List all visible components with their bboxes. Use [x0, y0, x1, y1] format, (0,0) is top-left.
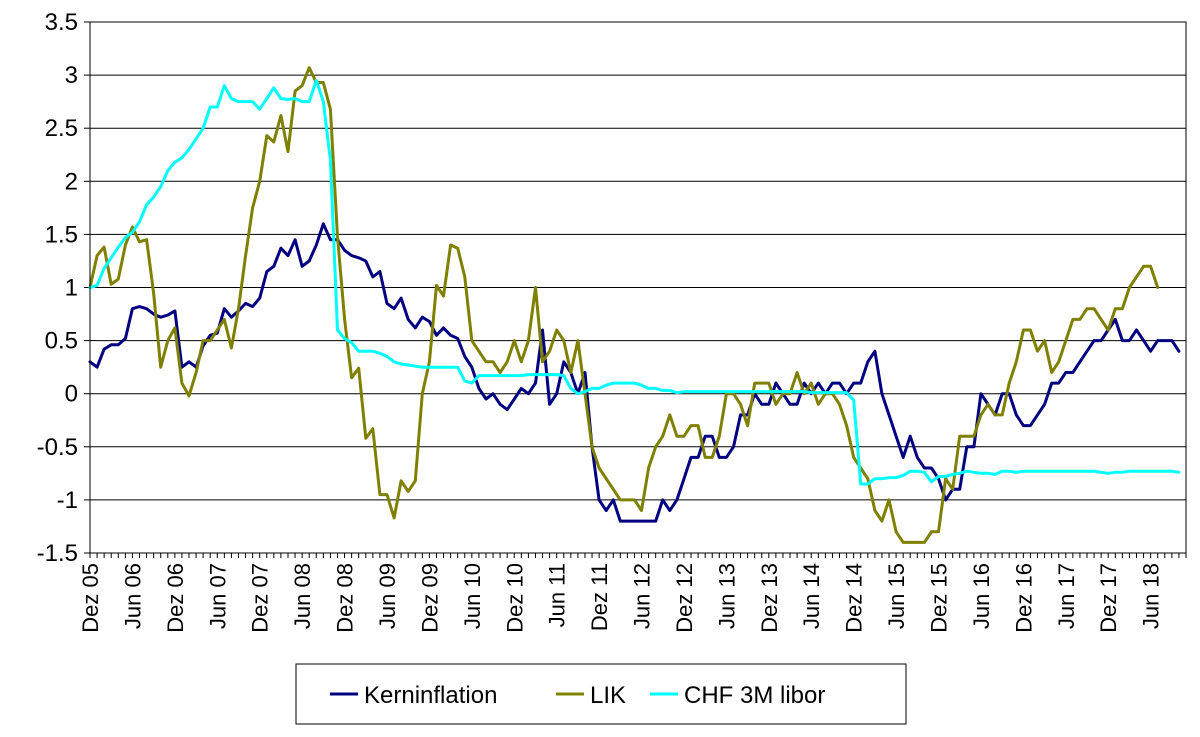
x-tick-label: Jun 16 — [969, 563, 994, 629]
x-tick-label: Dez 05 — [78, 563, 103, 633]
x-tick-label: Dez 09 — [417, 563, 442, 633]
x-tick-label: Jun 08 — [290, 563, 315, 629]
y-tick-label: 2 — [65, 168, 78, 195]
legend-box — [295, 663, 907, 725]
y-tick-label: 1.5 — [45, 221, 78, 248]
x-tick-label: Jun 14 — [799, 563, 824, 629]
y-axis: 3.5 3 2.5 2 1.5 1 0.5 0 -0.5 -1 -1.5 — [37, 9, 90, 567]
y-tick-label: 0.5 — [45, 328, 78, 355]
x-tick-label: Jun 15 — [884, 563, 909, 629]
x-tick-label: Dez 11 — [587, 563, 612, 631]
legend: Kerninflation LIK CHF 3M libor — [295, 663, 907, 725]
series-line-chf-3m-libor — [88, 78, 1181, 486]
x-tick-label: Dez 10 — [502, 563, 527, 633]
legend-label: LIK — [590, 682, 626, 709]
y-tick-label: -1 — [57, 487, 78, 514]
x-tick-label: Dez 15 — [927, 563, 952, 633]
y-tick-label: 3.5 — [45, 9, 78, 36]
x-tick-label: Jun 13 — [714, 563, 739, 629]
x-axis: Dez 05 Jun 06 Dez 06 Jun 07 Dez 07 Jun 08 Dez … — [78, 553, 1187, 633]
x-tick-label: Jun 18 — [1139, 563, 1164, 629]
x-tick-label: Jun 12 — [630, 563, 655, 629]
plot-area-frame — [89, 21, 1187, 554]
x-tick-label: Dez 07 — [248, 563, 273, 633]
y-tick-label: 0 — [65, 381, 78, 408]
series-line-kerninflation — [88, 222, 1181, 523]
x-tick-label: Jun 06 — [120, 563, 145, 629]
legend-label: Kerninflation — [364, 682, 497, 709]
y-tick-label: -1.5 — [37, 540, 78, 567]
x-tick-label: Jun 10 — [460, 563, 485, 629]
series-line-lik — [88, 66, 1160, 544]
x-tick-label: Jun 11 — [545, 563, 570, 627]
x-tick-label: Dez 13 — [757, 563, 782, 633]
x-tick-label: Jun 09 — [375, 563, 400, 629]
series-lines — [88, 66, 1181, 544]
x-tick-label: Jun 17 — [1054, 563, 1079, 629]
y-tick-label: 3 — [65, 62, 78, 89]
x-tick-label: Dez 06 — [163, 563, 188, 633]
y-tick-label: 2.5 — [45, 115, 78, 142]
x-tick-label: Dez 08 — [333, 563, 358, 633]
x-tick-label: Dez 17 — [1096, 563, 1121, 633]
x-tick-label: Dez 12 — [672, 563, 697, 633]
x-tick-label: Dez 14 — [842, 563, 867, 633]
y-tick-label: -0.5 — [37, 434, 78, 461]
legend-label: CHF 3M libor — [684, 682, 825, 709]
x-tick-label: Dez 16 — [1011, 563, 1036, 633]
x-tick-label: Jun 07 — [205, 563, 230, 629]
y-tick-label: 1 — [65, 275, 78, 302]
